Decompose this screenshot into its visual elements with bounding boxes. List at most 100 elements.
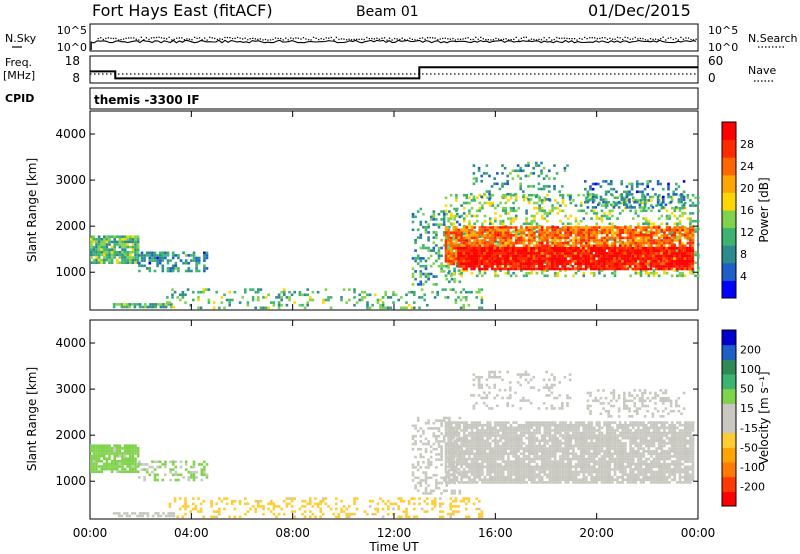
power-cell bbox=[108, 256, 111, 259]
power-cell bbox=[652, 231, 656, 234]
noise-search-point bbox=[234, 37, 236, 39]
power-cell bbox=[576, 246, 580, 250]
noise-search-point bbox=[639, 37, 641, 40]
power-cell bbox=[501, 172, 504, 175]
power-cell bbox=[288, 298, 291, 302]
power-cell bbox=[663, 236, 666, 240]
power-cell bbox=[611, 236, 614, 240]
velocity-cell bbox=[171, 473, 175, 477]
power-cell bbox=[543, 239, 547, 242]
power-cell bbox=[465, 201, 469, 205]
power-cell bbox=[522, 199, 526, 202]
power-cell bbox=[519, 252, 523, 255]
power-cell bbox=[688, 249, 692, 253]
velocity-cell bbox=[280, 507, 283, 511]
power-cell bbox=[92, 240, 96, 244]
power-cell bbox=[572, 231, 575, 234]
power-cell bbox=[637, 234, 640, 237]
velocity-cell bbox=[371, 512, 374, 516]
velocity-cell bbox=[384, 502, 387, 506]
velocity-cell bbox=[435, 440, 438, 443]
velocity-cell bbox=[270, 499, 273, 503]
power-cell bbox=[520, 231, 523, 234]
power-cell bbox=[655, 231, 658, 234]
velocity-cell bbox=[376, 507, 380, 511]
power-cell bbox=[657, 254, 661, 258]
power-cell bbox=[457, 262, 460, 266]
power-cell bbox=[652, 259, 655, 263]
power-cell bbox=[522, 190, 525, 193]
power-cell bbox=[621, 244, 625, 247]
velocity-cell bbox=[402, 510, 406, 513]
velocity-cell bbox=[192, 473, 196, 477]
velocity-cell bbox=[134, 449, 137, 453]
noise-search-point bbox=[262, 39, 264, 41]
power-cell bbox=[470, 228, 474, 232]
power-cell bbox=[501, 185, 504, 188]
power-cell bbox=[424, 231, 428, 234]
power-cell bbox=[566, 231, 570, 234]
velocity-cell bbox=[92, 444, 96, 447]
power-cell bbox=[108, 238, 111, 241]
velocity-cell bbox=[110, 449, 114, 453]
noise-search-point bbox=[320, 38, 322, 40]
power-cell bbox=[665, 252, 668, 255]
power-cell bbox=[444, 226, 448, 229]
power-cell bbox=[488, 226, 492, 229]
power-cell bbox=[537, 254, 541, 258]
power-cell bbox=[353, 290, 356, 294]
velocity-cell bbox=[140, 468, 144, 471]
power-cell bbox=[419, 270, 423, 273]
velocity-cell bbox=[168, 505, 172, 508]
velocity-cell bbox=[452, 505, 455, 508]
power-cell bbox=[475, 274, 479, 278]
noise-search-point bbox=[535, 39, 538, 41]
velocity-cell bbox=[177, 473, 180, 477]
power-cell bbox=[491, 246, 494, 250]
power-cell bbox=[538, 206, 541, 210]
power-cell bbox=[113, 243, 116, 246]
power-cell bbox=[647, 234, 651, 237]
velocity-cell bbox=[170, 512, 173, 515]
power-cell bbox=[543, 228, 547, 232]
power-cell bbox=[537, 265, 541, 268]
noise-search-point bbox=[361, 38, 363, 40]
power-cell bbox=[457, 269, 461, 272]
velocity-cell bbox=[205, 463, 209, 466]
power-cell bbox=[545, 252, 549, 255]
power-cell bbox=[530, 252, 533, 255]
power-cell bbox=[449, 249, 453, 253]
power-cell bbox=[688, 246, 692, 250]
noise-search-point bbox=[125, 37, 127, 39]
power-cell bbox=[628, 190, 631, 194]
velocity-cell bbox=[97, 449, 101, 453]
power-cell bbox=[650, 234, 653, 237]
velocity-cell bbox=[429, 460, 433, 464]
velocity-cell bbox=[179, 497, 182, 500]
power-cell bbox=[467, 249, 471, 253]
power-cell bbox=[546, 254, 549, 258]
velocity-cell bbox=[156, 460, 159, 464]
nave-right-label: Nave bbox=[748, 64, 776, 77]
power-cell bbox=[527, 201, 531, 205]
velocity-cell bbox=[345, 507, 348, 511]
power-cell bbox=[481, 231, 484, 234]
noise-search-point bbox=[188, 38, 191, 40]
power-cell bbox=[644, 269, 648, 272]
power-cell bbox=[100, 243, 103, 246]
noise-search-point bbox=[312, 36, 315, 38]
power-cell bbox=[129, 251, 132, 254]
power-cell bbox=[618, 267, 622, 271]
power-cell bbox=[660, 228, 664, 232]
power-cell bbox=[95, 238, 98, 241]
velocity-cell bbox=[262, 505, 265, 508]
power-cell bbox=[694, 230, 697, 233]
power-cell bbox=[618, 244, 622, 247]
velocity-cell bbox=[355, 497, 359, 500]
power-cell bbox=[148, 256, 152, 260]
power-cell bbox=[303, 293, 307, 297]
power-cell bbox=[192, 259, 196, 262]
noise-search-point bbox=[492, 39, 495, 41]
power-cell bbox=[455, 241, 458, 245]
power-cell bbox=[551, 206, 554, 210]
